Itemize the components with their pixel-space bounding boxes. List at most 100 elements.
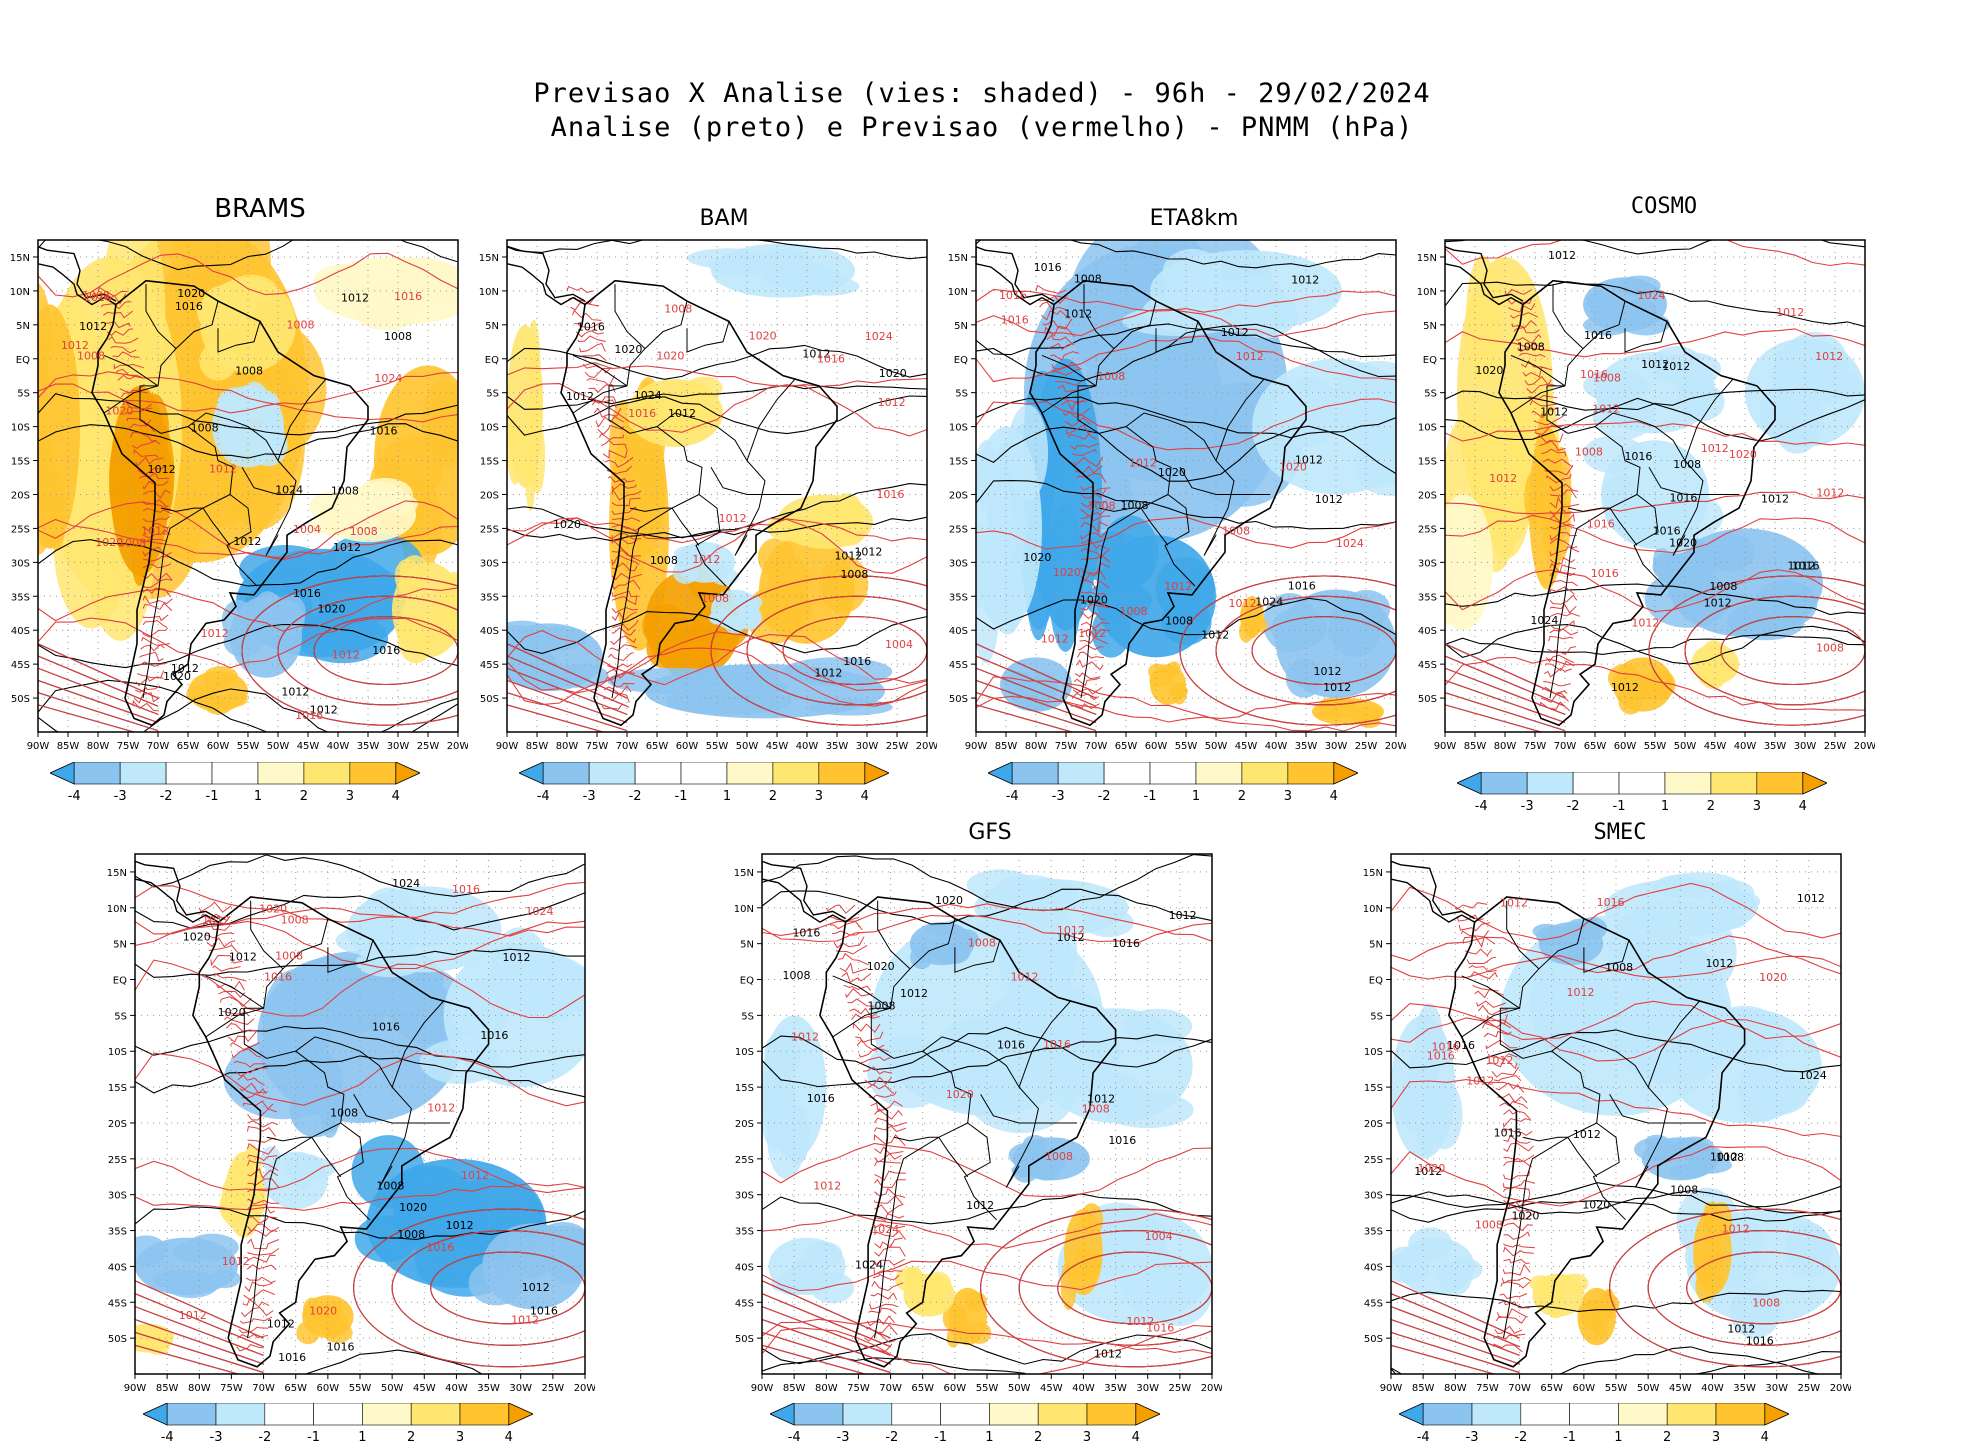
isobar-forecast-andes: [134, 685, 161, 693]
isobar-forecast: [1391, 1293, 1520, 1348]
isobar-label-analysis: 1012: [1314, 665, 1342, 678]
bias-area-neg3: [135, 1235, 168, 1266]
colorbar-swatch: [793, 1402, 844, 1426]
bias-area-pos3: [958, 1320, 971, 1344]
isobar-forecast-andes: [865, 1324, 898, 1336]
lon-tick-label: 70W: [147, 741, 170, 752]
isobar-forecast-andes: [611, 627, 637, 637]
country-border: [1510, 354, 1566, 387]
bias-area-pos3: [643, 433, 666, 542]
lat-tick-label: 10S: [480, 423, 499, 434]
isobar-forecast-andes: [229, 1042, 260, 1051]
isobar-forecast-andes: [609, 644, 638, 652]
isobar-label-analysis: 1024: [1799, 1069, 1827, 1082]
bias-area-neg2: [1007, 404, 1049, 501]
isobar-forecast-andes: [574, 322, 602, 329]
country-border: [1140, 507, 1169, 546]
colorbar-swatch: [1664, 771, 1712, 795]
bias-area-neg3: [1532, 923, 1562, 939]
isobar-forecast: [1686, 1251, 1841, 1325]
isobar-label-forecast: 1016: [1580, 368, 1608, 381]
isobar-forecast-andes: [139, 651, 164, 662]
lat-tick-label: 15N: [479, 253, 499, 264]
isobar-forecast-andes: [113, 363, 145, 370]
country-border: [1633, 494, 1665, 587]
isobar-forecast-andes: [1549, 531, 1577, 541]
isobar-forecast-andes: [1511, 319, 1538, 329]
country-border: [1594, 412, 1686, 461]
colorbar-swatch: [1710, 771, 1758, 795]
isobar-forecast: [38, 371, 458, 423]
isobar-label-forecast: 1016: [1431, 1040, 1459, 1053]
lat-tick-label: EQ: [740, 976, 754, 987]
bias-area-pos2: [146, 1338, 170, 1355]
isobar-forecast-andes: [1472, 984, 1499, 992]
isobar-forecast: [135, 920, 585, 970]
colorbar-arrow-high: [508, 1402, 534, 1426]
isobar-label-analysis: 1012: [1291, 274, 1319, 287]
coastline-south-america: [91, 279, 369, 727]
isobar-label-forecast: 1016: [876, 488, 904, 501]
country-border: [1179, 467, 1270, 495]
bias-area-neg3: [468, 1260, 525, 1306]
isobar-forecast-andes: [142, 627, 169, 638]
isobar-label-analysis: 1012: [1705, 957, 1733, 970]
country-border: [160, 426, 234, 512]
isobar-forecast-andes: [874, 1223, 906, 1229]
isobar-forecast-andes: [611, 538, 638, 545]
country-border: [1583, 939, 1630, 974]
isobar-forecast-andes: [1526, 383, 1556, 394]
isobar-label-forecast: 1008: [664, 303, 692, 316]
colorbar-label: 1: [1614, 1430, 1622, 1445]
lon-tick-label: 90W: [965, 741, 988, 752]
isobar-forecast: [1179, 575, 1396, 726]
isobar-forecast-andes: [1503, 1142, 1534, 1153]
lon-tick-label: 35W: [1733, 1383, 1756, 1394]
isobar-analysis: [1445, 634, 1865, 655]
colorbar-arrow-high: [1764, 1402, 1790, 1426]
isobar-label-forecast: 1016: [1146, 1321, 1174, 1334]
isobar-forecast: [1057, 1251, 1212, 1325]
country-border: [608, 300, 688, 434]
isobar-analysis: [976, 323, 1396, 358]
isobar-forecast: [976, 676, 1396, 732]
bias-area-neg2: [799, 1261, 827, 1290]
isobar-forecast-andes: [611, 619, 639, 631]
lat-tick-label: 10N: [948, 287, 968, 298]
isobar-label-forecast: 1016: [999, 289, 1027, 302]
lat-tick-label: 20S: [1364, 1119, 1383, 1130]
isobar-forecast-andes: [119, 383, 145, 394]
isobar-forecast-andes: [1549, 628, 1578, 636]
isobar-label-forecast: 1016: [1587, 518, 1615, 531]
bias-area-neg2: [1082, 908, 1134, 938]
isobar-label-forecast: 1016: [84, 291, 112, 304]
isobar-forecast: [507, 704, 606, 732]
isobar-forecast-andes: [1529, 399, 1558, 407]
isobar-forecast: [762, 914, 1212, 944]
isobar-forecast: [976, 335, 1396, 383]
lon-tick-label: 75W: [586, 741, 609, 752]
isobar-label-forecast: 1008: [1097, 370, 1125, 383]
bias-area-neg2: [725, 617, 745, 635]
colorbar-label: 1: [723, 789, 731, 804]
lon-tick-label: 45W: [1040, 1383, 1063, 1394]
country-border: [1592, 1122, 1626, 1221]
bias-area-neg4: [1084, 580, 1152, 621]
lat-tick-label: 35S: [480, 592, 499, 603]
colorbar-label: -2: [1567, 799, 1580, 814]
isobar-forecast-andes: [1456, 914, 1484, 922]
colorbar-label: -4: [161, 1430, 174, 1445]
lon-tick-label: 40W: [327, 741, 350, 752]
isobar-label-analysis: 1016: [1288, 579, 1316, 592]
isobar-forecast-andes: [1050, 351, 1079, 361]
isobar-forecast-andes: [1080, 531, 1107, 541]
isobar-label-forecast: 1008: [1752, 1296, 1780, 1309]
lon-tick-label: 55W: [1644, 741, 1667, 752]
isobar-label-forecast: 1016: [1591, 567, 1619, 580]
isobar-forecast: [1391, 1344, 1496, 1374]
bias-area-pos3: [1344, 706, 1383, 721]
isobar-forecast-andes: [142, 507, 173, 515]
country-border: [265, 378, 327, 556]
isobar-label-forecast: 1012: [1078, 627, 1106, 640]
country-border: [1609, 1094, 1706, 1124]
